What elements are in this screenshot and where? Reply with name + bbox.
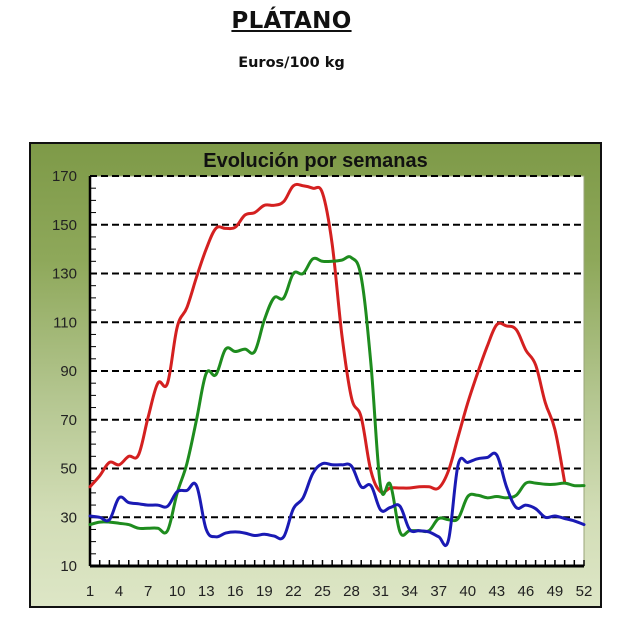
y-tick-label: 170 [52, 168, 77, 185]
x-tick-label: 1 [86, 583, 94, 600]
series-line-red [88, 182, 567, 494]
y-tick-label: 150 [52, 217, 77, 234]
line-chart: 10 30 50 70 90 110 130 150 170 1 4 7 10 13 16 19 22 25 28 3… [52, 168, 592, 600]
x-tick-label: 22 [285, 583, 302, 600]
x-tick-label: 49 [547, 583, 564, 600]
x-tick-label: 37 [430, 583, 447, 600]
y-tick-label: 90 [60, 363, 77, 380]
x-tick-label: 25 [314, 583, 331, 600]
y-tick-label: 10 [60, 558, 77, 575]
y-tick-label: 70 [60, 412, 77, 429]
y-tick-label: 130 [52, 266, 77, 283]
page-title: PLÁTANO [231, 8, 352, 34]
x-tick-label: 10 [169, 583, 186, 600]
plot-area: 10 30 50 70 90 110 130 150 170 1 4 7 10 13 16 19 22 25 28 3… [52, 168, 592, 600]
series-line-green [88, 255, 586, 537]
x-tick-label: 13 [198, 583, 215, 600]
x-tick-label: 46 [518, 583, 535, 600]
x-tick-label: 16 [227, 583, 244, 600]
x-tick-label: 52 [576, 583, 593, 600]
x-tick-label: 28 [343, 583, 360, 600]
x-tick-label: 43 [488, 583, 505, 600]
chart-title: Evolución por semanas [203, 150, 428, 172]
chart-frame: Evolución por semanas 10 30 50 70 90 110 130 15… [29, 142, 602, 608]
x-tick-label: 40 [459, 583, 476, 600]
x-tick-label: 31 [372, 583, 389, 600]
x-tick-label: 19 [256, 583, 273, 600]
y-tick-label: 110 [53, 314, 77, 331]
x-tick-label: 4 [115, 583, 123, 600]
units-subtitle: Euros/100 kg [238, 55, 345, 71]
x-tick-label: 34 [401, 583, 418, 600]
x-tick-label: 7 [144, 583, 152, 600]
y-tick-label: 30 [60, 509, 77, 526]
y-tick-label: 50 [60, 461, 77, 478]
series-line-blue [88, 451, 586, 547]
